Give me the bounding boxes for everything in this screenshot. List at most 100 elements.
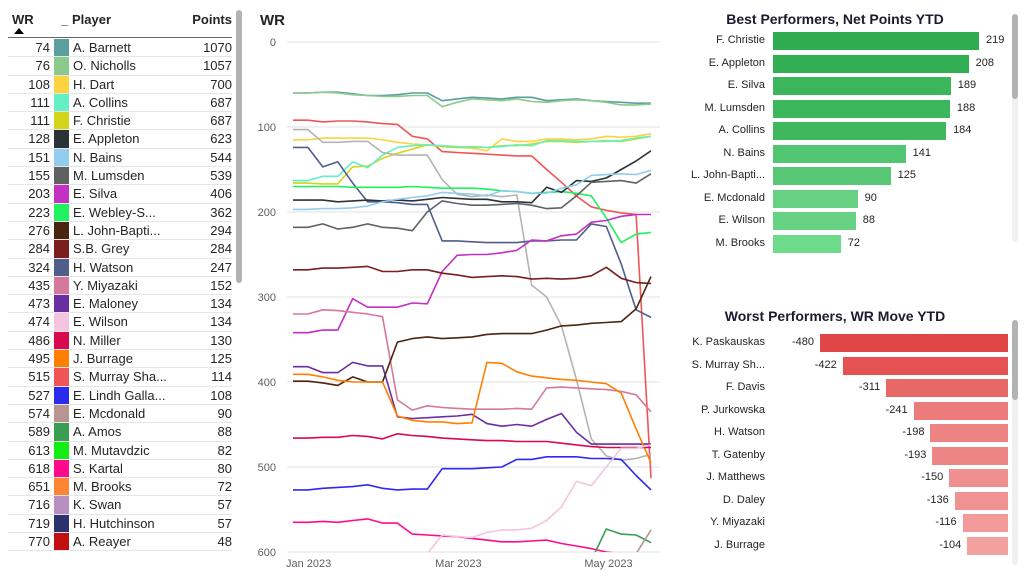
- table-row[interactable]: 76 O. Nicholls 1057: [8, 57, 232, 76]
- table-row[interactable]: 618 S. Kartal 80: [8, 459, 232, 479]
- bar-row[interactable]: M. Brooks 72: [680, 233, 1010, 255]
- bar[interactable]: [773, 122, 947, 140]
- table-row[interactable]: 155 M. Lumsden 539: [8, 167, 232, 186]
- series-line[interactable]: [293, 309, 652, 413]
- series-line[interactable]: [293, 133, 652, 152]
- bar-row[interactable]: K. Paskauskas -480: [680, 332, 1010, 354]
- table-row[interactable]: 474 E. Wilson 134: [8, 313, 232, 332]
- column-header-player[interactable]: Player: [72, 12, 112, 27]
- bar[interactable]: [886, 379, 1008, 397]
- bar[interactable]: [954, 491, 1008, 510]
- table-row[interactable]: 473 E. Maloney 134: [8, 295, 232, 314]
- series-line[interactable]: [293, 456, 652, 491]
- table-row[interactable]: 527 E. Lindh Galla... 108: [8, 386, 232, 405]
- series-line[interactable]: [293, 433, 651, 449]
- bar-row[interactable]: F. Davis -311: [680, 377, 1010, 399]
- table-row[interactable]: 223 E. Webley-S... 362: [8, 203, 232, 222]
- series-line[interactable]: [293, 146, 652, 319]
- table-row[interactable]: 515 S. Murray Sha... 114: [8, 368, 232, 387]
- series-line[interactable]: [293, 119, 652, 479]
- series-line[interactable]: [293, 91, 652, 108]
- table-row[interactable]: 284 S.B. Grey 284: [8, 240, 232, 259]
- series-line[interactable]: [293, 169, 652, 211]
- sort-ascending-icon[interactable]: [14, 28, 24, 34]
- bar[interactable]: [842, 356, 1008, 375]
- series-line[interactable]: [293, 361, 651, 445]
- table-scrollbar[interactable]: [236, 10, 242, 283]
- bar[interactable]: [773, 32, 979, 50]
- table-row[interactable]: 651 M. Brooks 72: [8, 478, 232, 497]
- column-header-wr[interactable]: WR: [12, 12, 34, 27]
- table-row[interactable]: 770 A. Reayer 48: [8, 533, 232, 552]
- table-row[interactable]: 589 A. Amos 88: [8, 423, 232, 442]
- bar-row[interactable]: E. Silva 189: [680, 75, 1010, 97]
- bar[interactable]: [773, 144, 906, 163]
- bar[interactable]: [930, 424, 1008, 442]
- table-row[interactable]: 111 F. Christie 687: [8, 112, 232, 131]
- bar[interactable]: [962, 514, 1008, 532]
- best-scroll-track[interactable]: [1012, 14, 1018, 242]
- series-line[interactable]: [293, 150, 652, 204]
- bar-row[interactable]: J. Burrage -104: [680, 535, 1010, 557]
- bar-row[interactable]: L. John-Bapti... 125: [680, 165, 1010, 187]
- series-line[interactable]: [293, 444, 652, 582]
- table-row[interactable]: 276 L. John-Bapti... 294: [8, 221, 232, 241]
- bar[interactable]: [773, 212, 856, 230]
- bar[interactable]: [932, 446, 1008, 465]
- bar[interactable]: [773, 99, 950, 118]
- column-header-points[interactable]: Points: [192, 12, 232, 27]
- table-row[interactable]: 435 Y. Miyazaki 152: [8, 276, 232, 296]
- series-line[interactable]: [293, 185, 652, 244]
- bar[interactable]: [820, 334, 1008, 352]
- table-row[interactable]: 613 M. Mutavdzic 82: [8, 441, 232, 460]
- worst-scrollbar[interactable]: [1012, 320, 1018, 400]
- bar[interactable]: [949, 469, 1008, 487]
- series-line[interactable]: [293, 135, 652, 182]
- bar[interactable]: [967, 536, 1008, 555]
- series-line[interactable]: [636, 529, 652, 554]
- series-line[interactable]: [293, 128, 652, 461]
- worst-scroll-track[interactable]: [1012, 320, 1018, 565]
- table-row[interactable]: 719 H. Hutchinson 57: [8, 514, 232, 534]
- table-row[interactable]: 151 N. Bains 544: [8, 148, 232, 168]
- bar-row[interactable]: E. Wilson 88: [680, 210, 1010, 232]
- table-row[interactable]: 486 N. Miller 130: [8, 331, 232, 351]
- series-line[interactable]: [293, 173, 652, 232]
- bar-row[interactable]: A. Collins 184: [680, 120, 1010, 142]
- bar-row[interactable]: P. Jurkowska -241: [680, 400, 1010, 422]
- bar[interactable]: [773, 54, 969, 73]
- bar[interactable]: [773, 167, 891, 185]
- bar[interactable]: [913, 401, 1008, 420]
- bar-row[interactable]: N. Bains 141: [680, 143, 1010, 165]
- bar-row[interactable]: Y. Miyazaki -116: [680, 512, 1010, 534]
- table-row[interactable]: 111 A. Collins 687: [8, 93, 232, 113]
- bar-row[interactable]: F. Christie 219: [680, 30, 1010, 52]
- bar-row[interactable]: H. Watson -198: [680, 422, 1010, 444]
- table-row[interactable]: 574 E. Mcdonald 90: [8, 404, 232, 424]
- table-row[interactable]: 128 E. Appleton 623: [8, 130, 232, 149]
- bar-row[interactable]: E. Mcdonald 90: [680, 188, 1010, 210]
- series-line[interactable]: [293, 265, 652, 285]
- best-scrollbar[interactable]: [1012, 14, 1018, 99]
- bar-row[interactable]: E. Appleton 208: [680, 53, 1010, 75]
- bar-row[interactable]: M. Lumsden 188: [680, 98, 1010, 120]
- table-row[interactable]: 716 K. Swan 57: [8, 496, 232, 515]
- bar[interactable]: [773, 234, 841, 253]
- series-line[interactable]: [591, 528, 652, 561]
- series-line[interactable]: [293, 361, 652, 464]
- table-row[interactable]: 74 A. Barnett 1070: [8, 39, 232, 58]
- bar-row[interactable]: T. Gatenby -193: [680, 445, 1010, 467]
- column-header-swatch[interactable]: _: [61, 12, 69, 27]
- bar-row[interactable]: S. Murray Sh... -422: [680, 355, 1010, 377]
- table-row[interactable]: 108 H. Dart 700: [8, 75, 232, 94]
- bar-row[interactable]: D. Daley -136: [680, 490, 1010, 512]
- bar[interactable]: [773, 189, 858, 208]
- bar[interactable]: [773, 77, 951, 95]
- table-row[interactable]: 495 J. Burrage 125: [8, 350, 232, 369]
- table-row[interactable]: 324 H. Watson 247: [8, 258, 232, 277]
- bar-row[interactable]: J. Matthews -150: [680, 467, 1010, 489]
- series-line[interactable]: [293, 518, 651, 554]
- series-line[interactable]: [293, 276, 652, 387]
- series-line[interactable]: [293, 213, 651, 334]
- series-line[interactable]: [293, 135, 652, 185]
